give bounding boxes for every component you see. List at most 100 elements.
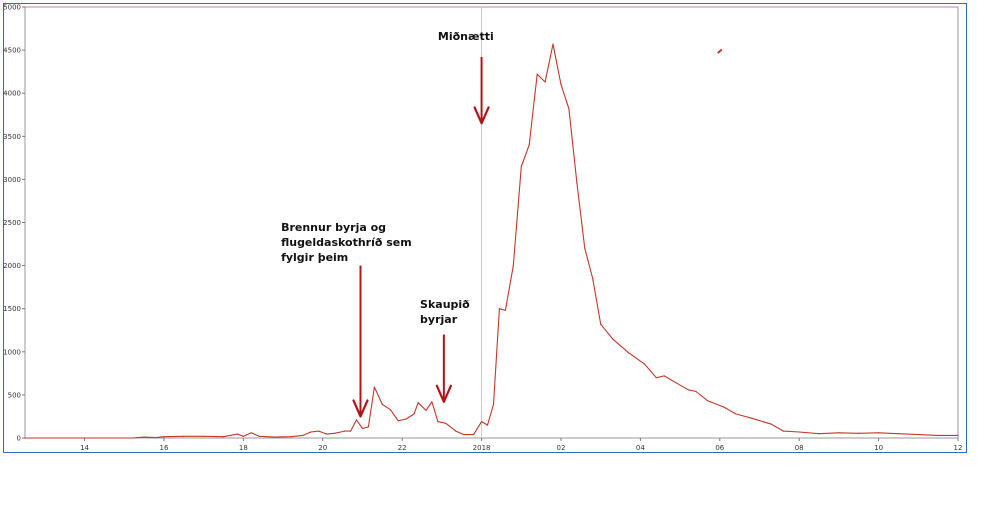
data-point <box>397 420 399 422</box>
data-point <box>455 430 457 432</box>
data-point <box>498 308 501 310</box>
x-tick-label: 12 <box>954 444 963 452</box>
plot-area <box>24 6 959 439</box>
data-point <box>310 431 312 433</box>
data-point <box>568 108 570 110</box>
data-point <box>183 435 185 437</box>
data-point <box>163 436 165 438</box>
x-tick-label: 04 <box>636 444 645 452</box>
annotation-label: Brennur byrja og flugeldaskothríð sem fylg… <box>281 221 412 264</box>
data-point <box>723 406 725 408</box>
data-point <box>552 43 554 45</box>
y-tick-label: 2500 <box>3 219 21 227</box>
data-point <box>798 431 800 433</box>
data-point <box>355 419 358 421</box>
annotation-line: fylgir þeim <box>281 251 348 264</box>
data-point <box>838 432 840 434</box>
x-tick-label: 14 <box>80 444 89 452</box>
data-point <box>290 436 292 438</box>
data-point <box>258 435 260 437</box>
data-point <box>877 432 880 434</box>
y-tick-label: 3500 <box>3 133 21 141</box>
data-point <box>413 413 415 415</box>
data-point <box>302 434 304 437</box>
y-tick-label: 0 <box>17 435 21 443</box>
data-point <box>361 427 364 430</box>
stray-mark <box>717 48 723 54</box>
data-point <box>707 400 709 402</box>
data-point <box>695 390 697 393</box>
annotation-line: Brennur byrja og <box>281 221 386 234</box>
data-point <box>560 83 562 86</box>
data-point <box>536 73 538 75</box>
y-tick-label: 2000 <box>3 262 21 270</box>
data-point <box>687 389 689 391</box>
data-point <box>344 430 346 432</box>
data-point <box>463 433 465 436</box>
x-tick-label: 20 <box>318 444 327 452</box>
data-point <box>326 433 328 435</box>
annotation-line: flugeldaskothríð sem <box>281 236 412 249</box>
data-point <box>770 423 773 425</box>
data-point <box>417 402 419 404</box>
data-point <box>431 401 433 403</box>
data-point <box>917 433 919 436</box>
data-point <box>334 432 336 434</box>
data-point <box>143 436 145 438</box>
data-point <box>437 421 439 423</box>
data-point <box>600 323 602 325</box>
data-point <box>750 417 753 419</box>
x-tick-label: 06 <box>715 444 724 452</box>
annotation-line: byrjar <box>420 313 458 326</box>
data-point <box>222 436 225 438</box>
data-point <box>627 352 630 354</box>
data-point <box>274 436 276 438</box>
data-point <box>236 433 239 435</box>
data-point <box>425 409 427 412</box>
y-tick-label: 5000 <box>3 4 21 12</box>
data-point <box>592 277 594 280</box>
y-tick-label: 3000 <box>3 176 21 184</box>
annotation-line: Miðnætti <box>438 30 494 43</box>
data-point <box>584 247 586 249</box>
data-point <box>445 422 447 424</box>
data-point <box>473 433 475 436</box>
data-point <box>367 426 370 428</box>
data-point <box>83 437 86 439</box>
data-point <box>512 265 514 267</box>
y-tick-label: 1500 <box>3 305 21 313</box>
chart-frame <box>3 3 967 453</box>
data-point <box>818 433 820 435</box>
data-point <box>655 377 657 379</box>
data-point <box>250 432 252 434</box>
x-tick-label: 18 <box>239 444 248 452</box>
annotation-arrow-head <box>473 106 490 125</box>
annotation-arrow-head <box>435 384 452 403</box>
y-tick-label: 4500 <box>3 47 21 55</box>
y-tick-label: 4000 <box>3 90 21 98</box>
x-tick-label: 02 <box>557 444 566 452</box>
data-point <box>389 408 391 411</box>
x-tick-label: 2018 <box>473 444 491 452</box>
data-point <box>858 432 860 434</box>
data-point <box>663 375 665 377</box>
annotation-label: Skaupið byrjar <box>420 298 470 326</box>
data-point <box>520 165 522 168</box>
x-tick-label: 10 <box>874 444 883 452</box>
data-point <box>486 424 489 426</box>
annotation-label: Miðnætti <box>438 30 494 43</box>
data-point <box>957 434 959 437</box>
data-point <box>203 435 205 437</box>
data-point <box>937 434 939 437</box>
data-point <box>675 382 677 384</box>
data-point <box>576 182 578 184</box>
annotation-line: Skaupið <box>420 298 470 311</box>
data-point <box>131 437 133 439</box>
data-point <box>155 436 157 439</box>
data-point <box>897 433 900 435</box>
data-point <box>24 437 26 439</box>
data-point <box>544 81 546 83</box>
data-point <box>480 421 483 423</box>
y-tick-label: 1000 <box>3 348 21 356</box>
